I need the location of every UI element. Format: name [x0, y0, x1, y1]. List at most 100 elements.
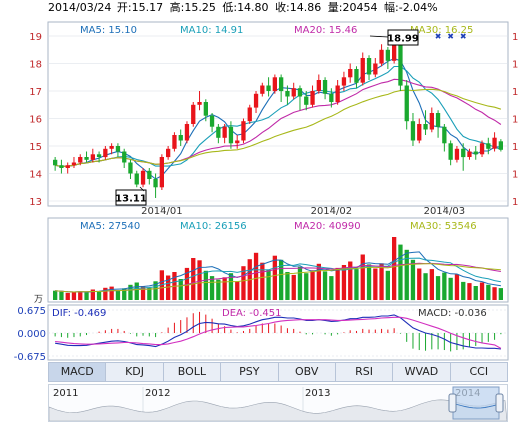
tab-obv[interactable]: OBV: [279, 363, 336, 381]
volume-bar: [285, 272, 290, 300]
tab-wvad[interactable]: WVAD: [393, 363, 451, 381]
x-tick-label: 2014/02: [311, 206, 353, 217]
candle: [473, 151, 478, 155]
navigator-right-handle[interactable]: [495, 393, 504, 413]
header-high: 15.25: [184, 1, 216, 14]
ma-lines: [54, 58, 502, 180]
volume-bar: [191, 258, 196, 300]
candle: [429, 113, 434, 130]
volume-bar: [260, 262, 265, 300]
volume-bar: [335, 267, 340, 300]
candle: [348, 69, 353, 78]
volume-bar: [398, 244, 403, 300]
header-low: 14.80: [237, 1, 269, 14]
tab-rsi[interactable]: RSI: [336, 363, 394, 381]
volume-bar: [492, 287, 497, 300]
price-tick-right: 15: [512, 142, 518, 153]
header-close: 14.86: [290, 1, 322, 14]
volume-bar: [59, 291, 64, 300]
macd-tick: 0.675: [17, 306, 46, 317]
candle: [71, 162, 77, 166]
candle: [410, 121, 416, 141]
volume-bar: [310, 270, 315, 301]
volume-bar: [241, 266, 246, 300]
header-low-label: 低:: [222, 1, 237, 14]
candle: [153, 179, 158, 188]
candle: [454, 148, 460, 160]
volume-legend: MA5: 27540 MA10: 26156 MA20: 40990 MA30: 53…: [80, 221, 477, 232]
candle: [329, 93, 334, 102]
volume-bar: [329, 276, 334, 300]
volume-bar: [159, 270, 164, 301]
candle: [385, 49, 390, 61]
candle: [366, 58, 372, 75]
volume-bar: [442, 272, 447, 300]
price-tick-right: 19: [512, 32, 518, 43]
candle: [492, 137, 497, 149]
volume-bar: [235, 281, 240, 300]
candle: [316, 80, 321, 91]
candle: [134, 173, 139, 185]
volume-legend-item: MA10: 26156: [180, 221, 247, 232]
x-axis-labels: 2014/01 2014/02 2014/03: [141, 206, 465, 217]
volume-unit-label: 万: [34, 295, 43, 305]
navigator-left-handle[interactable]: [448, 393, 457, 413]
candle: [360, 58, 365, 83]
candle: [442, 126, 447, 144]
price-legend: MA5: 15.10 MA10: 14.91 MA20: 15.46 MA30: 16…: [80, 25, 473, 36]
candle: [435, 113, 441, 127]
volume-bar: [166, 275, 171, 300]
chart-canvas[interactable]: 2014/03/24 开:15.17 高:15.25 低:14.80 收:14.…: [0, 0, 518, 362]
candle: [159, 157, 164, 188]
candles: ✖✖✖✖✖: [53, 32, 503, 198]
tab-macd[interactable]: MACD: [49, 363, 107, 381]
x-tick-label: 2014/03: [424, 206, 466, 217]
candle: [373, 63, 378, 75]
volume-bar: [203, 270, 208, 300]
candle: [115, 146, 121, 152]
volume-ma-lines: [55, 251, 501, 293]
price-gridlines: [48, 35, 508, 202]
candle: [285, 91, 290, 97]
event-marker: ✖: [460, 32, 467, 41]
macd-legend: DIF: -0.469 DEA: -0.451 MACD: -0.036: [52, 308, 487, 319]
navigator-year-label: 2012: [145, 388, 170, 399]
timeline-navigator[interactable]: 2011201220132014: [48, 384, 508, 422]
candle: [228, 126, 234, 144]
tab-cci[interactable]: CCI: [469, 365, 489, 378]
price-tick-left: 15: [29, 142, 42, 153]
volume-bar: [78, 291, 83, 301]
volume-bar: [467, 283, 472, 300]
header-high-label: 高:: [170, 0, 185, 14]
price-legend-item: MA20: 15.46: [294, 25, 357, 36]
candle: [467, 151, 472, 157]
volume-ma-line: [55, 263, 501, 293]
volume-bar: [473, 286, 478, 300]
navigator-selection[interactable]: [452, 386, 500, 420]
volume-bar: [429, 269, 434, 300]
candle: [222, 126, 227, 138]
candle: [297, 88, 303, 97]
volume-bar: [348, 261, 353, 300]
candle: [335, 85, 340, 102]
ma-line-ma5: [54, 58, 501, 180]
navigator-year-label: 2013: [305, 388, 330, 399]
volume-ma-line: [55, 257, 501, 293]
candle: [90, 154, 95, 160]
candle: [128, 162, 133, 174]
volume-bar: [454, 274, 460, 300]
volume-bar: [435, 276, 441, 300]
volume-bar: [184, 267, 190, 300]
volume-bar: [297, 266, 303, 301]
high-annotation: 18.99: [369, 29, 419, 46]
candle: [310, 91, 315, 105]
volume-legend-item: MA30: 53546: [410, 221, 477, 232]
tab-psy[interactable]: PSY: [221, 363, 279, 381]
candle: [404, 85, 409, 122]
x-tick-label: 2014/01: [141, 206, 183, 217]
tab-kdj[interactable]: KDJ: [106, 363, 164, 381]
indicator-tabs: MACD KDJ BOLL PSY OBV RSI WVAD CCI: [48, 362, 508, 382]
volume-bar: [109, 286, 114, 300]
tab-boll[interactable]: BOLL: [164, 363, 222, 381]
